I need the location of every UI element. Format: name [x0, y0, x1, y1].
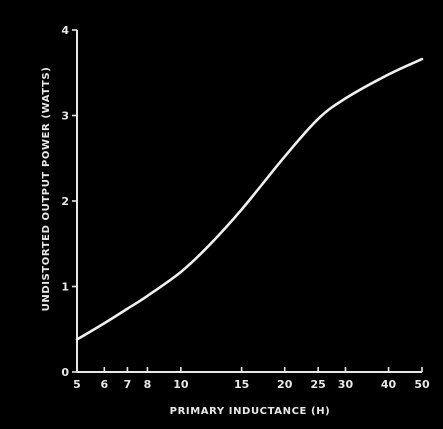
x-tick-label: 20: [277, 378, 293, 391]
power-curve: [75, 57, 424, 341]
y-tick-label: 4: [61, 24, 69, 37]
x-tick-label: 30: [338, 378, 354, 391]
x-tick-label: 6: [100, 378, 108, 391]
y-tick-label: 2: [61, 195, 69, 208]
x-tick-label: 8: [144, 378, 152, 391]
y-axis-label: UNDISTORTED OUTPUT POWER (WATTS): [41, 67, 52, 312]
x-ticks: 5 6 7 8 10 15 20 25 30 40 50: [73, 367, 430, 391]
plot-area: 0 1 2 3 4 5 6 7 8 10 15 20 25 30 40 50: [61, 24, 430, 391]
y-tick-label: 1: [61, 281, 69, 294]
y-ticks: 0 1 2 3 4: [61, 24, 77, 379]
y-tick-label: 0: [61, 366, 69, 379]
x-tick-label: 5: [73, 378, 81, 391]
x-tick-label: 40: [381, 378, 397, 391]
x-tick-label: 25: [310, 378, 325, 391]
x-axis-label: PRIMARY INDUCTANCE (H): [170, 406, 331, 417]
x-tick-label: 7: [124, 378, 132, 391]
x-tick-label: 15: [234, 378, 249, 391]
x-tick-label: 50: [414, 378, 430, 391]
y-tick-label: 3: [61, 110, 69, 123]
x-tick-label: 10: [173, 378, 189, 391]
